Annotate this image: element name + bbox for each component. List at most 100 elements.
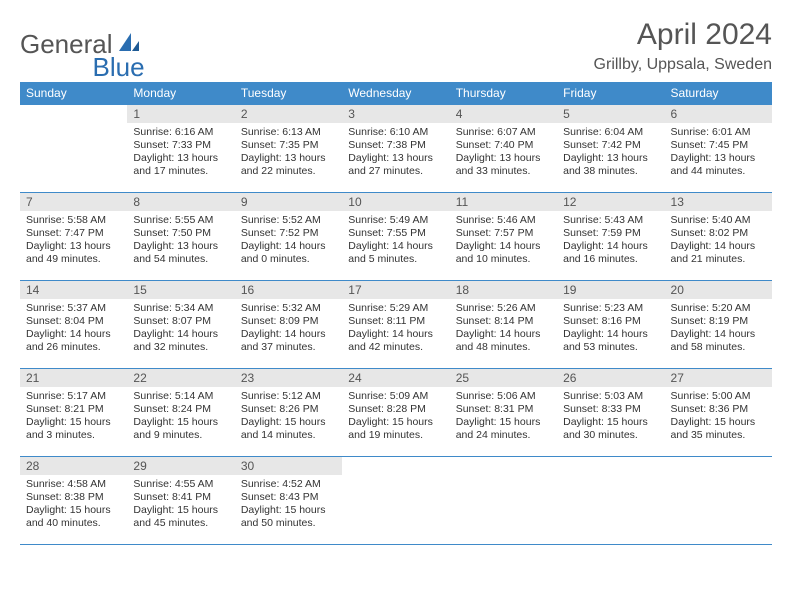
day-number: 20 [665,281,772,299]
calendar-cell: 27Sunrise: 5:00 AMSunset: 8:36 PMDayligh… [665,369,772,457]
calendar-cell [557,457,664,545]
sunset-text: Sunset: 7:57 PM [456,227,551,240]
calendar-cell: 17Sunrise: 5:29 AMSunset: 8:11 PMDayligh… [342,281,449,369]
day-number: 14 [20,281,127,299]
sunrise-text: Sunrise: 4:52 AM [241,478,336,491]
day-number: 11 [450,193,557,211]
day-details: Sunrise: 5:03 AMSunset: 8:33 PMDaylight:… [557,387,664,447]
day-details: Sunrise: 5:26 AMSunset: 8:14 PMDaylight:… [450,299,557,359]
day-number: 21 [20,369,127,387]
calendar-cell: 15Sunrise: 5:34 AMSunset: 8:07 PMDayligh… [127,281,234,369]
sunrise-text: Sunrise: 5:23 AM [563,302,658,315]
calendar-cell: 20Sunrise: 5:20 AMSunset: 8:19 PMDayligh… [665,281,772,369]
day-details: Sunrise: 5:06 AMSunset: 8:31 PMDaylight:… [450,387,557,447]
weekday-header: Thursday [450,82,557,105]
sunset-text: Sunset: 7:45 PM [671,139,766,152]
sunrise-text: Sunrise: 5:52 AM [241,214,336,227]
daylight-text: Daylight: 14 hours and 42 minutes. [348,328,443,354]
calendar-row: 14 Sunrise: 5:37 AMSunset: 8:04 PM Dayligh… [20,281,772,369]
sunrise-text: Sunrise: 5:03 AM [563,390,658,403]
title-block: April 2024 Grillby, Uppsala, Sweden [594,18,772,74]
daylight-text: Daylight: 14 hours and 5 minutes. [348,240,443,266]
day-details: Sunrise: 4:52 AMSunset: 8:43 PMDaylight:… [235,475,342,535]
sunrise-text: Sunrise: 5:46 AM [456,214,551,227]
calendar-cell: 11 Sunrise: 5:46 AMSunset: 7:57 PMDayligh… [450,193,557,281]
calendar-cell [665,457,772,545]
day-details: Sunrise: 5:32 AMSunset: 8:09 PMDaylight:… [235,299,342,359]
sunrise-text: Sunrise: 5:12 AM [241,390,336,403]
daylight-text: Daylight: 15 hours and 40 minutes. [26,504,121,530]
day-number: 5 [557,105,664,123]
calendar-cell: 12Sunrise: 5:43 AMSunset: 7:59 PMDayligh… [557,193,664,281]
day-number: 27 [665,369,772,387]
sunrise-text: Sunrise: 5:17 AM [26,390,121,403]
daylight-text: Daylight: 14 hours and 53 minutes. [563,328,658,354]
sunrise-text: Sunrise: 4:55 AM [133,478,228,491]
day-details: Sunrise: 4:55 AMSunset: 8:41 PMDaylight:… [127,475,234,535]
day-details: Sunrise: 5:00 AMSunset: 8:36 PMDaylight:… [665,387,772,447]
header: General Blue April 2024 Grillby, Uppsala… [20,18,772,74]
sunrise-text: Sunrise: 5:55 AM [133,214,228,227]
calendar-cell: 16Sunrise: 5:32 AMSunset: 8:09 PMDayligh… [235,281,342,369]
calendar-cell: 25Sunrise: 5:06 AMSunset: 8:31 PMDayligh… [450,369,557,457]
sunset-text: Sunset: 8:04 PM [26,315,121,328]
sunset-text: Sunset: 8:28 PM [348,403,443,416]
sunset-text: Sunset: 8:38 PM [26,491,121,504]
calendar-cell: 6Sunrise: 6:01 AMSunset: 7:45 PMDaylight… [665,105,772,193]
calendar-cell: 7Sunrise: 5:58 AMSunset: 7:47 PMDaylight… [20,193,127,281]
sunrise-text: Sunrise: 5:58 AM [26,214,121,227]
sunset-text: Sunset: 7:35 PM [241,139,336,152]
sunset-text: Sunset: 8:36 PM [671,403,766,416]
sunrise-text: Sunrise: 5:06 AM [456,390,551,403]
calendar-cell: 5Sunrise: 6:04 AMSunset: 7:42 PMDaylight… [557,105,664,193]
calendar-row: 21Sunrise: 5:17 AMSunset: 8:21 PMDayligh… [20,369,772,457]
sunset-text: Sunset: 8:24 PM [133,403,228,416]
sunrise-text: Sunrise: 6:10 AM [348,126,443,139]
sunset-text: Sunset: 8:41 PM [133,491,228,504]
day-details: Sunrise: 6:10 AMSunset: 7:38 PMDaylight:… [342,123,449,183]
sunrise-text: Sunrise: 5:49 AM [348,214,443,227]
sunset-text: Sunset: 8:14 PM [456,315,551,328]
day-details: Sunrise: 5:43 AMSunset: 7:59 PMDaylight:… [557,211,664,271]
daylight-text: Daylight: 13 hours and 49 minutes. [26,240,121,266]
day-number: 1 [127,105,234,123]
calendar-cell: 26Sunrise: 5:03 AMSunset: 8:33 PMDayligh… [557,369,664,457]
sunset-text: Sunset: 8:16 PM [563,315,658,328]
daylight-text: Daylight: 14 hours and 0 minutes. [241,240,336,266]
day-number: 29 [127,457,234,475]
day-number: 24 [342,369,449,387]
weekday-header: Wednesday [342,82,449,105]
day-details: Sunrise: 6:04 AMSunset: 7:42 PMDaylight:… [557,123,664,183]
calendar-cell: 10Sunrise: 5:49 AMSunset: 7:55 PMDayligh… [342,193,449,281]
day-number: 4 [450,105,557,123]
daylight-text: Daylight: 15 hours and 24 minutes. [456,416,551,442]
day-number: 12 [557,193,664,211]
calendar-row: 28Sunrise: 4:58 AMSunset: 8:38 PMDayligh… [20,457,772,545]
sunset-text: Sunset: 7:52 PM [241,227,336,240]
calendar-table: SundayMondayTuesdayWednesdayThursdayFrid… [20,82,772,545]
sunset-text: Sunset: 8:21 PM [26,403,121,416]
sunset-text: Sunset: 8:19 PM [671,315,766,328]
daylight-text: Daylight: 15 hours and 9 minutes. [133,416,228,442]
sunrise-text: Sunrise: 5:00 AM [671,390,766,403]
weekday-header-row: SundayMondayTuesdayWednesdayThursdayFrid… [20,82,772,105]
calendar-cell: 30Sunrise: 4:52 AMSunset: 8:43 PMDayligh… [235,457,342,545]
daylight-text: Daylight: 15 hours and 45 minutes. [133,504,228,530]
sunrise-text: Sunrise: 5:26 AM [456,302,551,315]
day-details: Sunrise: 4:58 AMSunset: 8:38 PMDaylight:… [20,475,127,535]
calendar-cell: 14Sunrise: 5:37 AMSunset: 8:04 PMDayligh… [20,281,127,369]
day-details: Sunrise: 5:17 AMSunset: 8:21 PMDaylight:… [20,387,127,447]
sunset-text: Sunset: 7:40 PM [456,139,551,152]
sunset-text: Sunset: 7:59 PM [563,227,658,240]
logo: General Blue [20,18,173,71]
sunrise-text: Sunrise: 5:37 AM [26,302,121,315]
calendar-cell [342,457,449,545]
sunset-text: Sunset: 7:38 PM [348,139,443,152]
sunset-text: Sunset: 8:07 PM [133,315,228,328]
day-details: Sunrise: 5:20 AMSunset: 8:19 PMDaylight:… [665,299,772,359]
daylight-text: Daylight: 14 hours and 58 minutes. [671,328,766,354]
sunrise-text: Sunrise: 4:58 AM [26,478,121,491]
daylight-text: Daylight: 14 hours and 10 minutes. [456,240,551,266]
day-details: Sunrise: 6:07 AMSunset: 7:40 PMDaylight:… [450,123,557,183]
daylight-text: Daylight: 15 hours and 50 minutes. [241,504,336,530]
